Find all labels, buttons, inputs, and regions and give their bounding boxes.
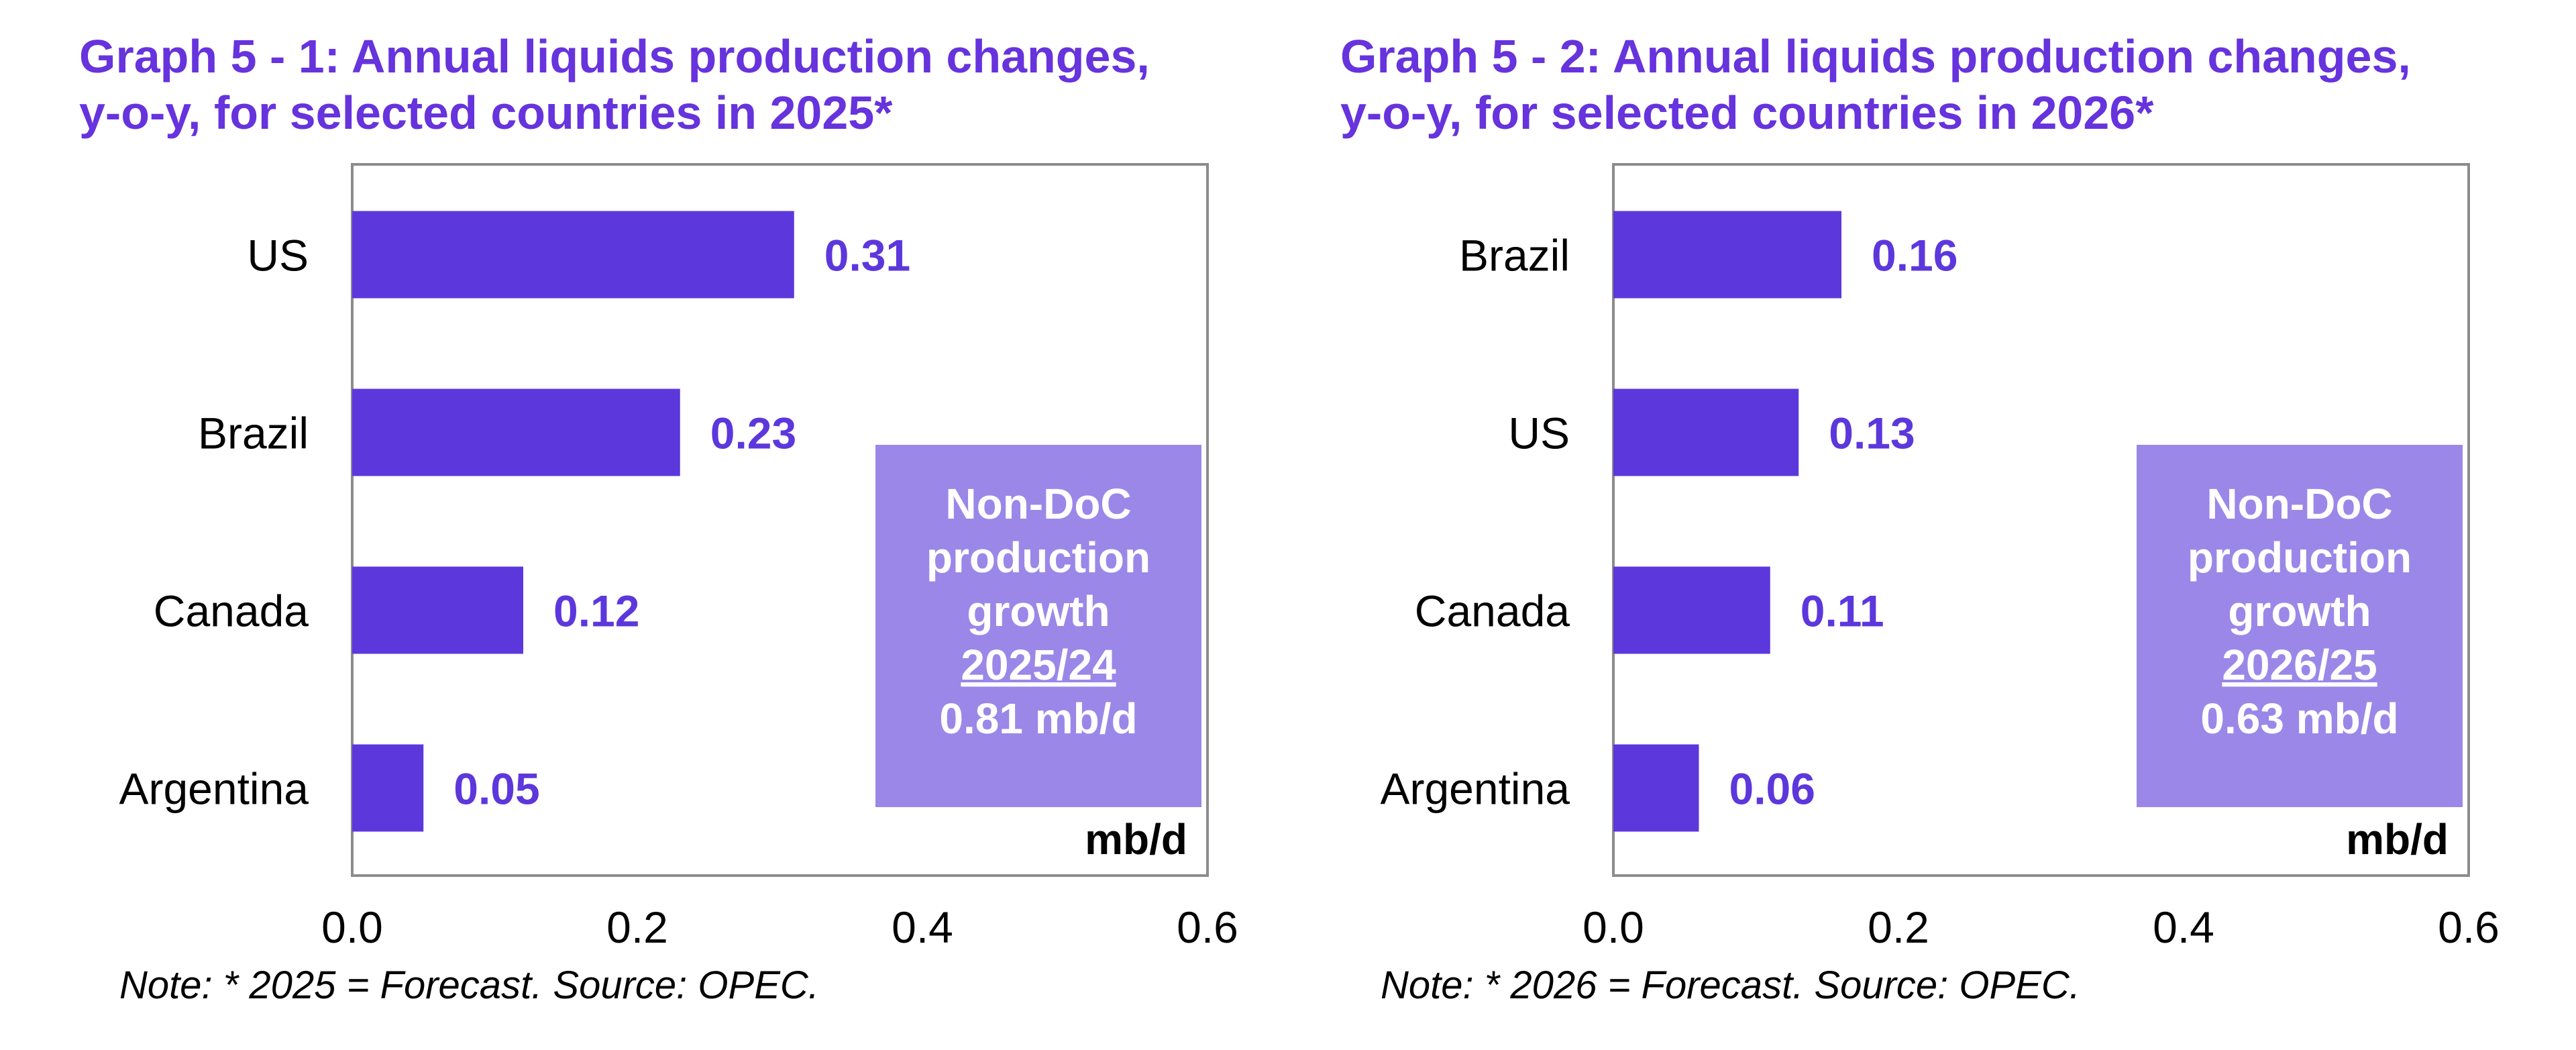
callout-text: Non-DoC (2206, 480, 2392, 528)
category-label: Argentina (1380, 764, 1570, 814)
category-label: US (1508, 409, 1570, 458)
bar (1613, 566, 1770, 654)
chart-title-line: Graph 5 - 1: Annual liquids production c… (79, 30, 1150, 83)
callout-box (2137, 445, 2463, 807)
value-label: 0.06 (1729, 764, 1815, 814)
chart-title-line: Graph 5 - 2: Annual liquids production c… (1340, 30, 2411, 83)
chart-note: Note: * 2025 = Forecast. Source: OPEC. (119, 963, 819, 1007)
value-label: 0.31 (824, 231, 910, 280)
tick-label: 0.4 (2153, 902, 2214, 952)
plot-frame (351, 163, 1209, 877)
tick-label: 0.6 (1177, 902, 1238, 952)
callout-text: Non-DoC (945, 480, 1131, 528)
tick-label: 0.2 (606, 902, 668, 952)
category-label: Brazil (1459, 231, 1570, 280)
category-label: Brazil (198, 409, 309, 458)
bar (1613, 211, 1841, 299)
chart-title-line: y-o-y, for selected countries in 2026* (1340, 87, 2154, 139)
tick-label: 0.6 (2438, 902, 2500, 952)
tick-label: 0.0 (1582, 902, 1644, 952)
callout-text: growth (2228, 587, 2371, 635)
unit-label: mb/d (1085, 815, 1187, 863)
tick-label: 0.2 (1868, 902, 1929, 952)
bar (352, 211, 794, 299)
tick-label: 0.0 (321, 902, 383, 952)
value-label: 0.12 (553, 586, 639, 636)
chart-title-line: y-o-y, for selected countries in 2025* (79, 87, 893, 139)
callout-box (875, 445, 1201, 807)
chart-title: Graph 5 - 2: Annual liquids production c… (1340, 28, 2521, 141)
value-label: 0.11 (1801, 586, 1884, 636)
tick-label: 0.4 (892, 902, 953, 952)
bar (352, 566, 523, 654)
callout-period: 2026/25 (2222, 641, 2377, 689)
chart-title: Graph 5 - 1: Annual liquids production c… (79, 28, 1260, 141)
unit-label: mb/d (2346, 815, 2449, 863)
callout-value: 0.81 mb/d (939, 694, 1137, 743)
value-label: 0.13 (1829, 409, 1915, 458)
callout-text: production (2188, 533, 2412, 582)
callout-value: 0.63 mb/d (2200, 694, 2398, 743)
chart-note: Note: * 2026 = Forecast. Source: OPEC. (1381, 963, 2080, 1007)
plot-frame (1612, 163, 2470, 877)
callout-text: growth (967, 587, 1110, 635)
bar-chart: 0.16 Brazil 0.13 US 0.11 Canada 0.06 Argentina 0… (1380, 163, 2500, 952)
bar (1613, 744, 1699, 832)
category-label: Canada (1415, 586, 1570, 636)
value-label: 0.23 (710, 409, 796, 458)
callout-text: production (926, 533, 1150, 582)
chart-panel-2025: Graph 5 - 1: Annual liquids production c… (0, 0, 1275, 1050)
category-label: US (247, 231, 309, 280)
value-label: 0.05 (453, 764, 539, 814)
callout-period: 2025/24 (961, 641, 1116, 689)
bar (352, 744, 424, 832)
bar-chart: 0.31 US 0.23 Brazil 0.12 Canada 0.05 Argentina 0… (119, 163, 1238, 952)
value-label: 0.16 (1872, 231, 1957, 280)
bar (352, 388, 680, 476)
category-label: Argentina (119, 764, 309, 814)
chart-panel-2026: Graph 5 - 2: Annual liquids production c… (1261, 0, 2536, 1050)
category-label: Canada (154, 586, 309, 636)
bar (1613, 388, 1799, 476)
